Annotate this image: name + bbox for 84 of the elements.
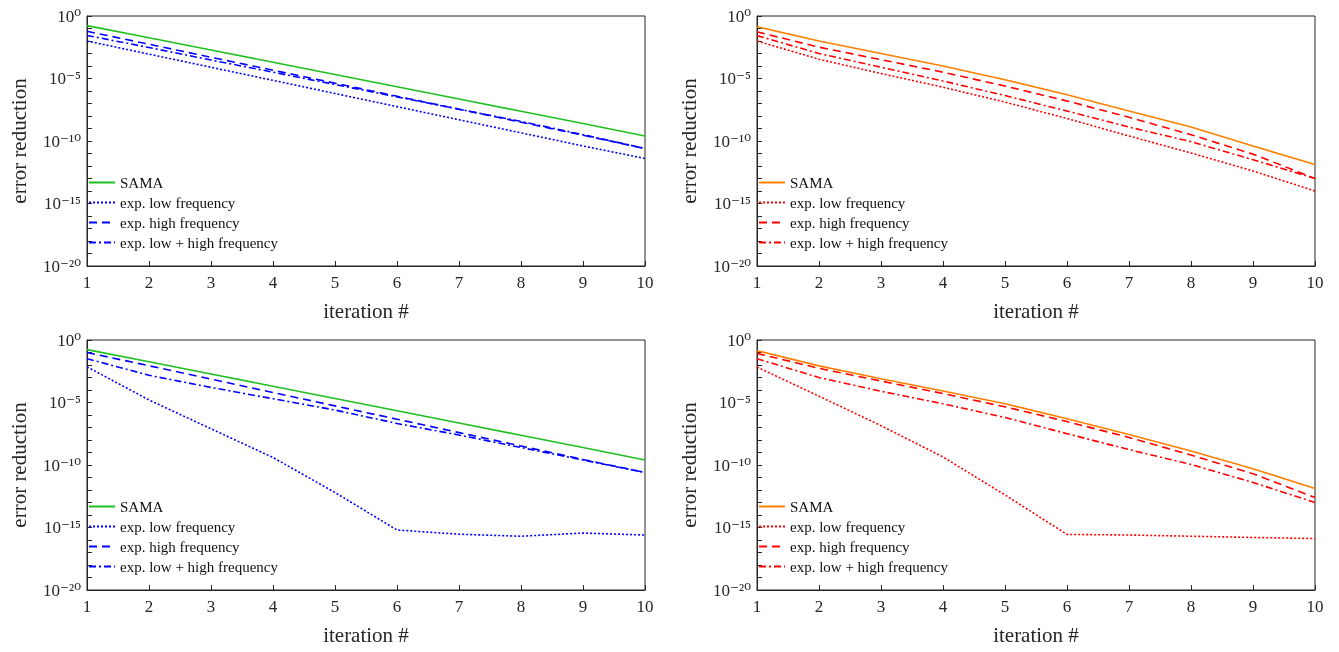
x-tick-label: 2 — [814, 273, 824, 292]
x-tick-label: 3 — [206, 273, 216, 292]
legend-label: exp. low + high frequency — [120, 234, 279, 251]
y-tick-label: 10⁻¹⁵ — [714, 518, 752, 537]
y-tick-label: 10⁰ — [727, 6, 752, 26]
x-tick-label: 3 — [876, 273, 886, 292]
x-tick-label: 5 — [330, 273, 340, 292]
y-tick-label: 10⁰ — [57, 6, 82, 26]
y-tick-label: 10⁻²⁰ — [713, 256, 752, 276]
x-tick-label: 4 — [938, 597, 948, 616]
x-axis-title: iteration # — [323, 298, 410, 323]
x-tick-label: 9 — [578, 273, 588, 292]
y-tick-label: 10⁻¹⁰ — [43, 455, 82, 475]
legend-label: exp. high frequency — [790, 214, 911, 231]
x-axis-title: iteration # — [993, 298, 1080, 323]
legend-label: exp. low + high frequency — [790, 234, 949, 251]
legend-label: exp. low frequency — [790, 194, 906, 211]
x-tick-label: 2 — [144, 273, 154, 292]
x-tick-label: 10 — [636, 597, 654, 616]
x-tick-label: 6 — [392, 273, 402, 292]
x-tick-label: 5 — [1000, 597, 1010, 616]
y-tick-label: 10⁰ — [57, 330, 82, 350]
x-tick-label: 1 — [752, 597, 762, 616]
x-axis-title: iteration # — [323, 622, 410, 647]
y-tick-label: 10⁻⁵ — [49, 393, 82, 412]
x-tick-label: 7 — [454, 597, 464, 616]
x-tick-label: 10 — [1306, 273, 1324, 292]
y-tick-label: 10⁻¹⁵ — [714, 194, 752, 213]
legend-label: exp. high frequency — [790, 538, 911, 555]
legend-label: exp. high frequency — [120, 214, 241, 231]
x-tick-label: 8 — [516, 597, 526, 616]
y-axis-title: error reduction — [676, 77, 701, 204]
legend-label: SAMA — [120, 174, 164, 191]
legend-label: exp. low + high frequency — [790, 558, 949, 575]
x-tick-label: 7 — [454, 273, 464, 292]
x-tick-label: 4 — [268, 597, 278, 616]
y-tick-label: 10⁻¹⁰ — [43, 131, 82, 151]
x-tick-label: 1 — [82, 273, 92, 292]
x-tick-label: 2 — [144, 597, 154, 616]
legend-label: SAMA — [790, 174, 834, 191]
x-tick-label: 6 — [1062, 597, 1072, 616]
x-tick-label: 9 — [1248, 597, 1258, 616]
x-tick-label: 5 — [330, 597, 340, 616]
x-tick-label: 5 — [1000, 273, 1010, 292]
y-tick-label: 10⁻¹⁵ — [44, 518, 82, 537]
x-tick-label: 3 — [206, 597, 216, 616]
y-tick-label: 10⁻¹⁵ — [44, 194, 82, 213]
y-tick-label: 10⁻²⁰ — [43, 580, 82, 600]
x-tick-label: 8 — [1186, 273, 1196, 292]
x-tick-label: 8 — [516, 273, 526, 292]
legend-label: SAMA — [120, 498, 164, 515]
legend-label: exp. low frequency — [790, 518, 906, 535]
x-tick-label: 10 — [1306, 597, 1324, 616]
x-tick-label: 6 — [392, 597, 402, 616]
x-tick-label: 4 — [268, 273, 278, 292]
x-tick-label: 1 — [82, 597, 92, 616]
legend-label: exp. low frequency — [120, 194, 236, 211]
y-tick-label: 10⁻⁵ — [49, 69, 82, 88]
y-axis-title: error reduction — [6, 401, 31, 528]
legend-label: exp. low + high frequency — [120, 558, 279, 575]
y-tick-label: 10⁻¹⁰ — [713, 455, 752, 475]
x-axis-title: iteration # — [993, 622, 1080, 647]
y-axis-title: error reduction — [6, 77, 31, 204]
x-tick-label: 9 — [578, 597, 588, 616]
legend-label: exp. low frequency — [120, 518, 236, 535]
y-axis-title: error reduction — [676, 401, 701, 528]
y-tick-label: 10⁻²⁰ — [43, 256, 82, 276]
x-tick-label: 2 — [814, 597, 824, 616]
x-tick-label: 10 — [636, 273, 654, 292]
legend-label: exp. high frequency — [120, 538, 241, 555]
x-tick-label: 7 — [1124, 273, 1134, 292]
x-tick-label: 6 — [1062, 273, 1072, 292]
x-tick-label: 8 — [1186, 597, 1196, 616]
x-tick-label: 3 — [876, 597, 886, 616]
y-tick-label: 10⁻⁵ — [719, 393, 752, 412]
x-tick-label: 1 — [752, 273, 762, 292]
x-tick-label: 7 — [1124, 597, 1134, 616]
y-tick-label: 10⁻⁵ — [719, 69, 752, 88]
y-tick-label: 10⁰ — [727, 330, 752, 350]
y-tick-label: 10⁻²⁰ — [713, 580, 752, 600]
x-tick-label: 4 — [938, 273, 948, 292]
y-tick-label: 10⁻¹⁰ — [713, 131, 752, 151]
legend-label: SAMA — [790, 498, 834, 515]
x-tick-label: 9 — [1248, 273, 1258, 292]
